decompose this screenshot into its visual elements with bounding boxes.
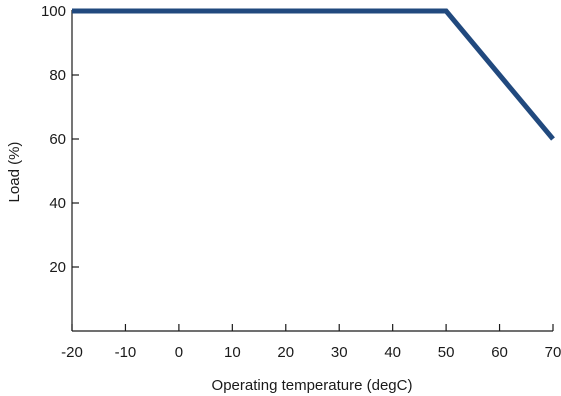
y-tick-label: 40 [49, 195, 66, 212]
x-tick-label: 30 [331, 344, 348, 361]
x-axis-ticks: -20 -10 0 10 20 30 40 50 60 70 [61, 324, 561, 361]
x-axis-title: Operating temperature (degC) [212, 377, 413, 394]
x-tick-label: 10 [224, 344, 241, 361]
y-tick-label: 20 [49, 259, 66, 276]
x-tick-label: 40 [384, 344, 401, 361]
series-line [72, 8, 555, 141]
x-tick-label: -20 [61, 344, 83, 361]
x-tick-label: 0 [175, 344, 183, 361]
y-axis-title: Load (%) [6, 142, 23, 203]
x-tick-label: -10 [115, 344, 137, 361]
y-tick-label: 60 [49, 131, 66, 148]
y-axis-ticks: 20 40 60 80 100 [41, 3, 79, 276]
x-tick-label: 20 [277, 344, 294, 361]
y-tick-label: 100 [41, 3, 66, 20]
y-tick-label: 80 [49, 67, 66, 84]
x-tick-label: 70 [545, 344, 561, 361]
x-tick-label: 60 [491, 344, 508, 361]
x-tick-label: 50 [438, 344, 455, 361]
plot-area: 20 40 60 80 100 -20 -10 0 10 20 30 40 50 60 70 [41, 3, 561, 361]
